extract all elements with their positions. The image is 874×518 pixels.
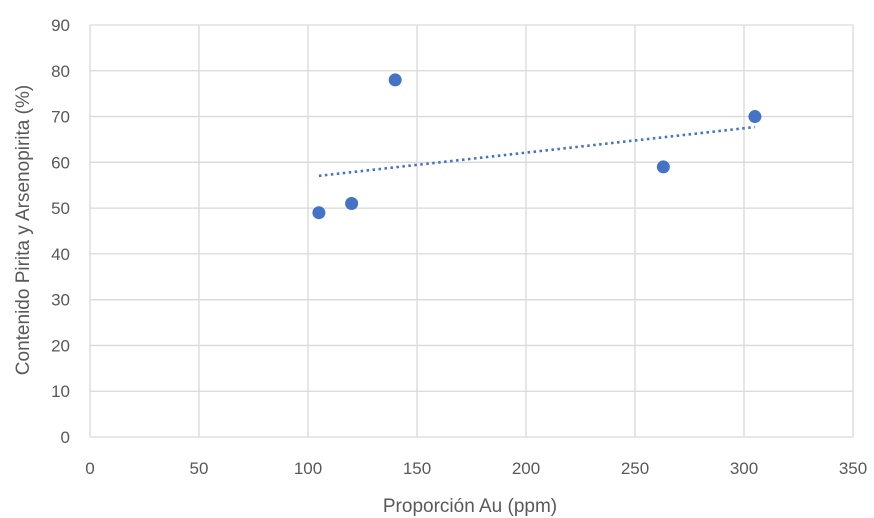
grid-lines xyxy=(89,24,854,438)
y-tick-label: 10 xyxy=(51,382,70,401)
trendline xyxy=(318,125,756,178)
x-tick-label: 300 xyxy=(730,459,758,478)
y-tick-label: 40 xyxy=(51,245,70,264)
y-tick-label: 80 xyxy=(51,62,70,81)
data-point xyxy=(388,73,402,87)
data-point xyxy=(656,160,670,174)
data-point xyxy=(312,206,326,220)
y-tick-label: 0 xyxy=(61,428,70,447)
y-tick-label: 70 xyxy=(51,108,70,127)
y-tick-label: 50 xyxy=(51,199,70,218)
y-tick-label: 90 xyxy=(51,16,70,35)
data-point xyxy=(345,197,359,211)
x-tick-label: 200 xyxy=(512,459,540,478)
x-tick-label: 100 xyxy=(294,459,322,478)
x-tick-label: 150 xyxy=(403,459,431,478)
data-point xyxy=(748,110,762,124)
y-tick-label: 60 xyxy=(51,153,70,172)
y-axis-ticks: 0 10 20 30 40 50 60 70 80 90 xyxy=(51,16,70,447)
x-tick-label: 350 xyxy=(839,459,867,478)
y-tick-label: 20 xyxy=(51,336,70,355)
data-points xyxy=(312,73,762,220)
x-axis-title: Proporción Au (ppm) xyxy=(383,496,557,517)
x-tick-label: 250 xyxy=(621,459,649,478)
trendline-layer xyxy=(318,125,756,178)
y-tick-label: 30 xyxy=(51,291,70,310)
x-tick-label: 0 xyxy=(85,459,94,478)
y-axis-title: Contenido Pirita y Arsenopirita (%) xyxy=(13,85,34,375)
x-tick-label: 50 xyxy=(190,459,209,478)
x-axis-ticks: 0 50 100 150 200 250 300 350 xyxy=(85,459,867,478)
